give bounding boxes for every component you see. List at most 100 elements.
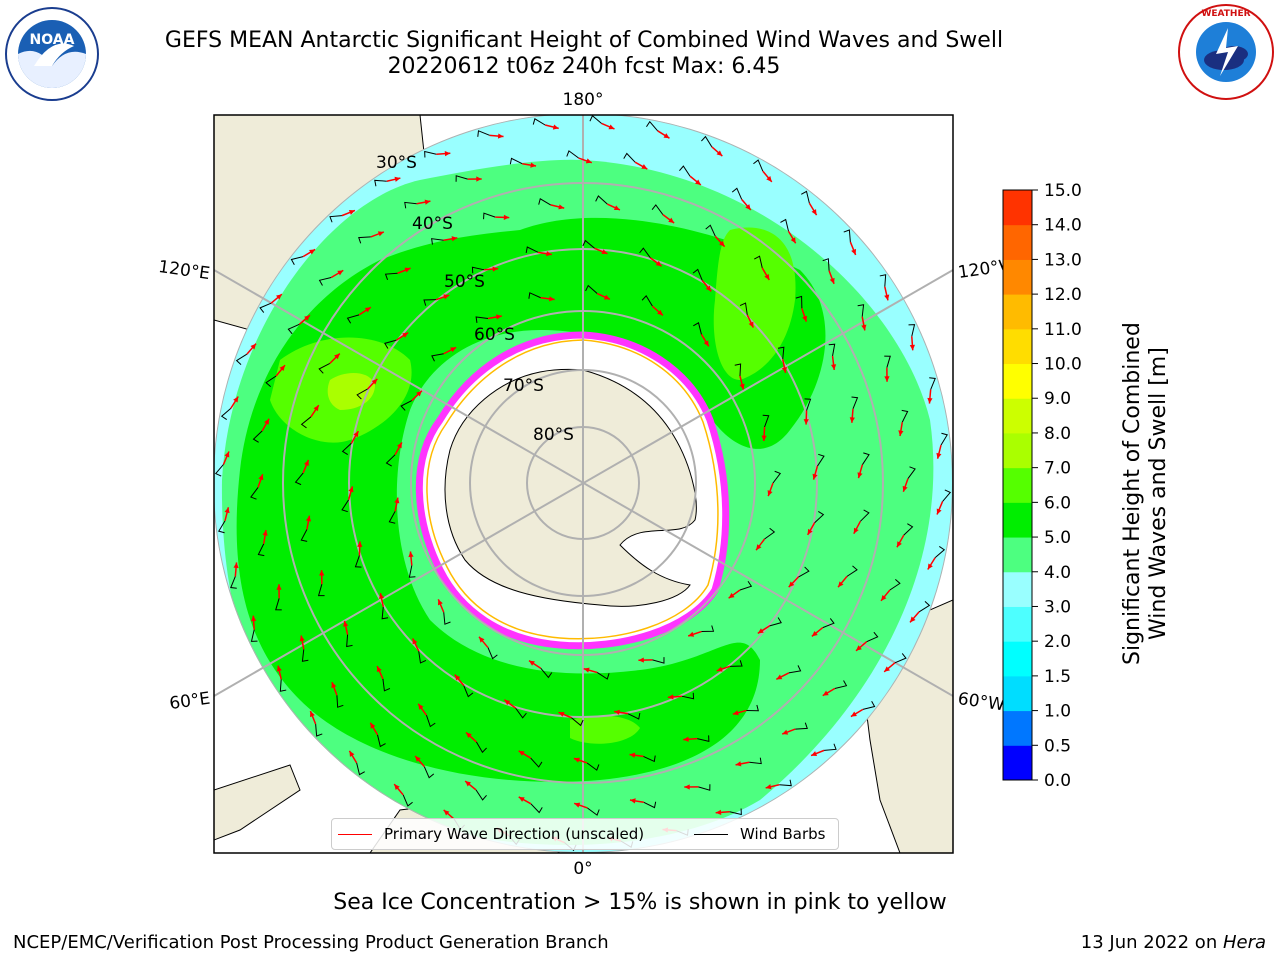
wave-arrow-head [641, 164, 648, 170]
wave-arrow-head [404, 267, 411, 273]
wind-barb [804, 398, 812, 411]
wind-barb [587, 807, 600, 816]
wave-arrow-head [601, 249, 608, 255]
wave-arrow-head [761, 435, 767, 441]
wave-arrow-head [830, 364, 837, 370]
wind-barb [749, 757, 762, 765]
wave-direction-arrows [214, 115, 952, 852]
wind-barb [701, 135, 713, 148]
wind-barb [408, 565, 416, 578]
wind-barb [651, 204, 664, 215]
wind-barb [315, 724, 323, 737]
colorbar-tick-label: 4.0 [1044, 563, 1071, 583]
legend-label-wave: Primary Wave Direction (unscaled) [384, 825, 645, 843]
wind-barb [866, 631, 879, 643]
wind-barb [746, 704, 759, 712]
wave-arrow-head [370, 722, 376, 729]
wave-arrow-head [705, 285, 712, 292]
wave-arrow-head [739, 383, 745, 390]
wind-barb [795, 295, 803, 309]
wind-barb [341, 442, 352, 455]
wave-arrow-head [838, 581, 844, 588]
colorbar-frame [1002, 189, 1033, 781]
wind-barb [942, 489, 952, 502]
wave-arrow-head [454, 674, 461, 681]
wind-barb [404, 201, 417, 209]
lat-label-40s: 40°S [412, 214, 453, 234]
wave-arrow-head [668, 217, 675, 223]
lon-label-0: 0° [573, 859, 592, 879]
wave-arrow-head [418, 703, 424, 710]
colorbar-segment [1003, 398, 1032, 434]
wave-arrow-head [688, 631, 695, 637]
wind-barb [884, 355, 891, 368]
wave-arrow-head [694, 179, 701, 185]
wave-arrow-head [451, 236, 458, 242]
colorbar: 0.0 0.5 1.0 1.5 2.0 3.0 4.0 5.0 6.0 7.0 8.0 9.0 10.0… [1002, 181, 1082, 791]
wave-arrow-head [353, 431, 359, 438]
wave-arrow-head [264, 418, 270, 425]
wind-barb [582, 239, 595, 249]
wind-barb [641, 295, 653, 307]
wind-barb [692, 268, 703, 281]
wave-arrow-head [450, 347, 457, 353]
wave-arrow-head [574, 802, 581, 808]
wave-arrow-head [756, 544, 762, 551]
wave-arrow-head [776, 674, 783, 680]
wave-arrow-head [279, 365, 285, 372]
wave-arrow-head [546, 251, 552, 257]
wind-barb [798, 566, 810, 578]
wind-barb [627, 712, 641, 720]
colorbar-segment [1003, 502, 1032, 538]
wave-arrow-head [437, 599, 443, 606]
wind-barb [257, 543, 265, 557]
wave-arrow-head [585, 158, 592, 164]
footer-credit: NCEP/EMC/Verification Post Processing Pr… [13, 932, 609, 953]
wave-arrow-head [812, 473, 818, 480]
wind-barb [731, 187, 743, 200]
legend-item-wave: Primary Wave Direction (unscaled) [338, 825, 644, 843]
wind-barb [857, 304, 865, 317]
colorbar-tick-label: 7.0 [1044, 459, 1071, 479]
wave-arrow-head [573, 757, 580, 763]
wave-arrow-head [811, 630, 818, 637]
footer-date-text: 13 Jun 2022 on [1080, 932, 1223, 953]
wind-barb [824, 743, 837, 751]
colorbar-tick-label: 11.0 [1044, 320, 1082, 340]
wave-arrow-head [357, 541, 363, 547]
wave-arrow-head [909, 616, 916, 623]
wind-barb [290, 256, 304, 265]
colorbar-segment [1003, 675, 1032, 712]
colorbar-tick-label: 10.0 [1044, 355, 1082, 375]
wind-barb [265, 375, 277, 387]
wind-barb [423, 299, 437, 306]
wave-arrow-head [936, 508, 942, 515]
colorbar-tick-label: 13.0 [1044, 250, 1082, 270]
wave-arrow-head [305, 515, 312, 522]
land-africa [214, 764, 301, 841]
wave-arrow-head [608, 124, 615, 130]
wind-barb [772, 470, 782, 484]
lon-label-60w: 60°W [957, 689, 1006, 715]
wind-barb [814, 511, 825, 524]
wave-arrow-head [518, 796, 525, 802]
wind-barb [643, 755, 656, 763]
wave-arrow-head [224, 507, 230, 514]
wind-barb [623, 152, 636, 163]
wind-barb [475, 316, 489, 323]
wave-arrow-head [849, 417, 855, 423]
wave-arrow-head [466, 732, 472, 739]
wave-arrow-head [378, 593, 385, 599]
wind-barb [218, 520, 226, 534]
noaa-logo-icon: NOAA [5, 7, 99, 101]
wind-barb [530, 757, 543, 768]
colorbar-tick-label: 5.0 [1044, 528, 1071, 548]
colorbar-segment [1003, 641, 1032, 677]
legend-swatch-black [694, 833, 728, 835]
wind-barb [287, 323, 300, 335]
wave-arrow-head [684, 784, 690, 790]
wind-barb [639, 247, 651, 259]
wave-arrow-head [424, 199, 431, 205]
wave-arrow-head [767, 490, 773, 497]
wave-arrow-head [896, 541, 902, 548]
